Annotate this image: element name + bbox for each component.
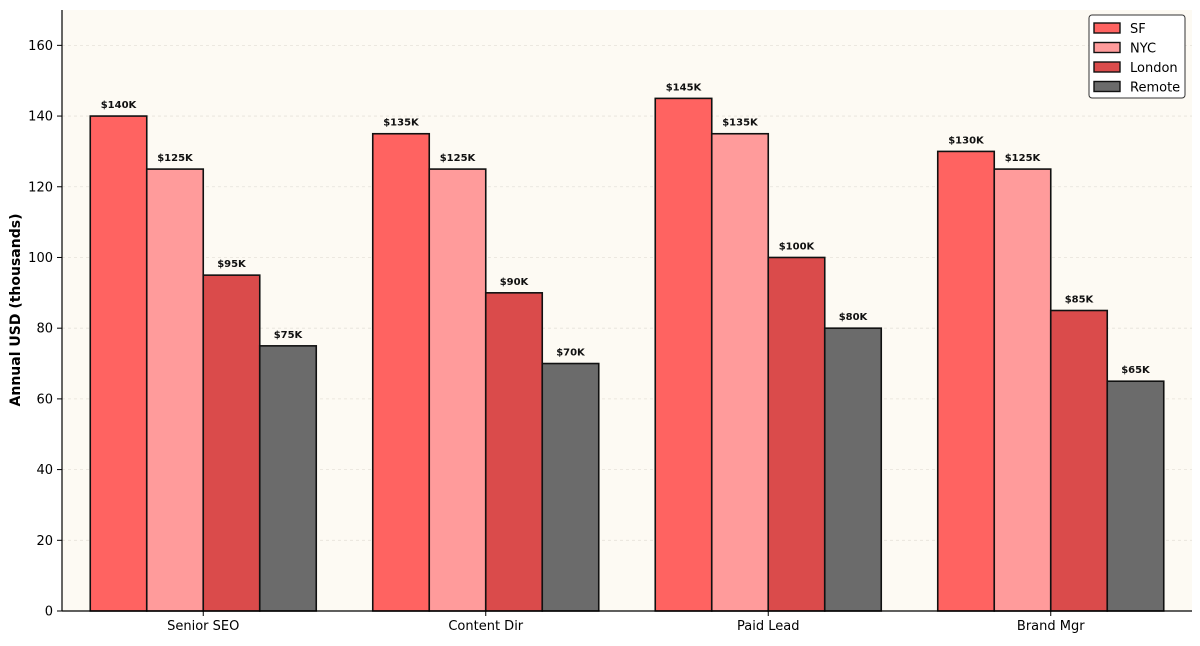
legend-label-remote: Remote — [1130, 81, 1180, 96]
bar-remote — [541, 362, 600, 612]
data-label: $85K — [1065, 295, 1095, 306]
data-label: $140K — [101, 100, 138, 111]
bar-london — [484, 292, 544, 612]
legend: SF NYC London Remote — [1088, 14, 1186, 99]
data-label: $145K — [666, 82, 703, 93]
bar-remote — [1106, 380, 1165, 612]
legend-label-london: London — [1130, 61, 1178, 76]
bar-nyc — [710, 132, 770, 612]
y-tick-label: 40 — [36, 463, 53, 478]
legend-box — [1088, 14, 1186, 99]
data-label: $100K — [779, 241, 816, 252]
data-label: $125K — [157, 153, 194, 164]
tick-labels: 0 20 40 60 80 100 120 140 160 Senior SEO Content D… — [28, 39, 1085, 634]
data-label: $135K — [383, 118, 420, 129]
legend-swatch-nyc — [1093, 41, 1121, 54]
x-tick-label: Content Dir — [448, 619, 523, 634]
data-label: $95K — [217, 259, 247, 270]
bar-sf — [371, 132, 431, 612]
x-tick-label: Brand Mgr — [1017, 619, 1085, 634]
bar-london — [1049, 309, 1109, 612]
data-labels: $140K $125K $95K $75K $135K $125K $90K $70K $145… — [101, 82, 1151, 376]
data-label: $70K — [556, 348, 586, 359]
y-tick-label: 160 — [28, 39, 53, 54]
data-label: $65K — [1121, 365, 1151, 376]
y-tick-label: 60 — [36, 392, 53, 407]
bar-sf — [936, 150, 996, 612]
data-label: $135K — [722, 118, 759, 129]
data-label: $90K — [500, 277, 530, 288]
y-tick-label: 0 — [45, 605, 53, 620]
y-axis-title: Annual USD (thousands) — [8, 214, 24, 407]
legend-swatch-sf — [1093, 22, 1121, 34]
bar-london — [767, 256, 826, 612]
data-label: $130K — [948, 135, 985, 146]
legend-swatch-london — [1093, 61, 1121, 73]
data-label: $80K — [839, 312, 869, 323]
y-tick-label: 80 — [36, 322, 53, 337]
data-label: $75K — [274, 330, 304, 341]
y-tick-label: 120 — [28, 180, 53, 195]
y-tick-label: 140 — [28, 110, 53, 125]
bar-nyc — [993, 168, 1052, 612]
axes — [61, 10, 1192, 612]
bar-remote — [823, 327, 883, 612]
legend-swatch-remote — [1093, 80, 1121, 93]
x-tick-label: Paid Lead — [737, 619, 799, 634]
bar-sf — [654, 97, 713, 612]
data-label: $125K — [440, 153, 477, 164]
bar-nyc — [145, 168, 205, 612]
bar-remote — [258, 345, 318, 612]
y-tick-label: 20 — [36, 534, 53, 549]
x-tick-label: Senior SEO — [167, 619, 239, 634]
bar-london — [202, 274, 261, 612]
legend-label-sf: SF — [1130, 22, 1146, 37]
y-tick-label: 100 — [28, 251, 53, 266]
bar-nyc — [428, 168, 487, 612]
legend-label-nyc: NYC — [1130, 42, 1156, 57]
data-label: $125K — [1005, 153, 1042, 164]
bar-sf — [89, 115, 148, 612]
bars — [89, 97, 1165, 612]
